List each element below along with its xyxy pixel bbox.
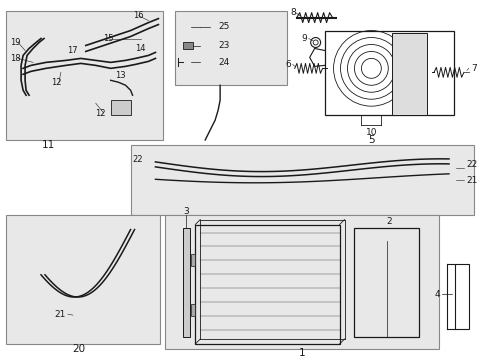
Text: 24: 24 (218, 58, 229, 67)
Bar (354, 228, 418, 337)
Circle shape (405, 87, 412, 94)
Circle shape (405, 57, 412, 64)
Bar (454, 264, 468, 329)
Text: 12: 12 (51, 78, 61, 87)
Bar (130, 145, 473, 215)
Bar (6, 215, 160, 344)
Bar (6, 11, 163, 140)
Text: 22: 22 (465, 161, 476, 170)
Bar (110, 100, 130, 115)
Bar (165, 215, 438, 349)
Text: 21: 21 (465, 176, 476, 185)
Text: 10: 10 (365, 127, 376, 136)
Text: 11: 11 (41, 140, 55, 150)
Circle shape (405, 42, 412, 49)
Text: 6: 6 (285, 60, 290, 69)
Text: 16: 16 (133, 11, 143, 20)
Text: 17: 17 (67, 46, 78, 55)
Circle shape (405, 72, 412, 79)
Text: 8: 8 (289, 8, 295, 17)
Text: 18: 18 (10, 54, 20, 63)
Circle shape (405, 102, 412, 109)
Text: 19: 19 (10, 38, 20, 47)
Text: 12: 12 (95, 109, 106, 118)
Bar (324, 31, 453, 115)
Text: 1: 1 (298, 348, 305, 358)
Bar (183, 42, 193, 49)
Bar (191, 255, 195, 266)
Text: 14: 14 (135, 44, 145, 53)
Text: 21: 21 (54, 310, 66, 319)
Bar (183, 228, 190, 337)
Text: 23: 23 (218, 41, 229, 50)
Text: 9: 9 (300, 34, 306, 43)
Text: 15: 15 (103, 34, 114, 43)
Text: 4: 4 (433, 290, 439, 299)
Text: 2: 2 (386, 217, 391, 226)
Text: 25: 25 (218, 22, 229, 31)
Bar (195, 225, 339, 344)
Text: 13: 13 (115, 71, 126, 80)
Text: 5: 5 (367, 135, 374, 145)
Bar (191, 304, 195, 316)
Text: 20: 20 (72, 344, 85, 354)
Bar (391, 32, 426, 115)
Text: 7: 7 (470, 64, 476, 73)
Text: 3: 3 (183, 207, 189, 216)
Text: 22: 22 (132, 156, 142, 165)
Bar (175, 11, 286, 85)
